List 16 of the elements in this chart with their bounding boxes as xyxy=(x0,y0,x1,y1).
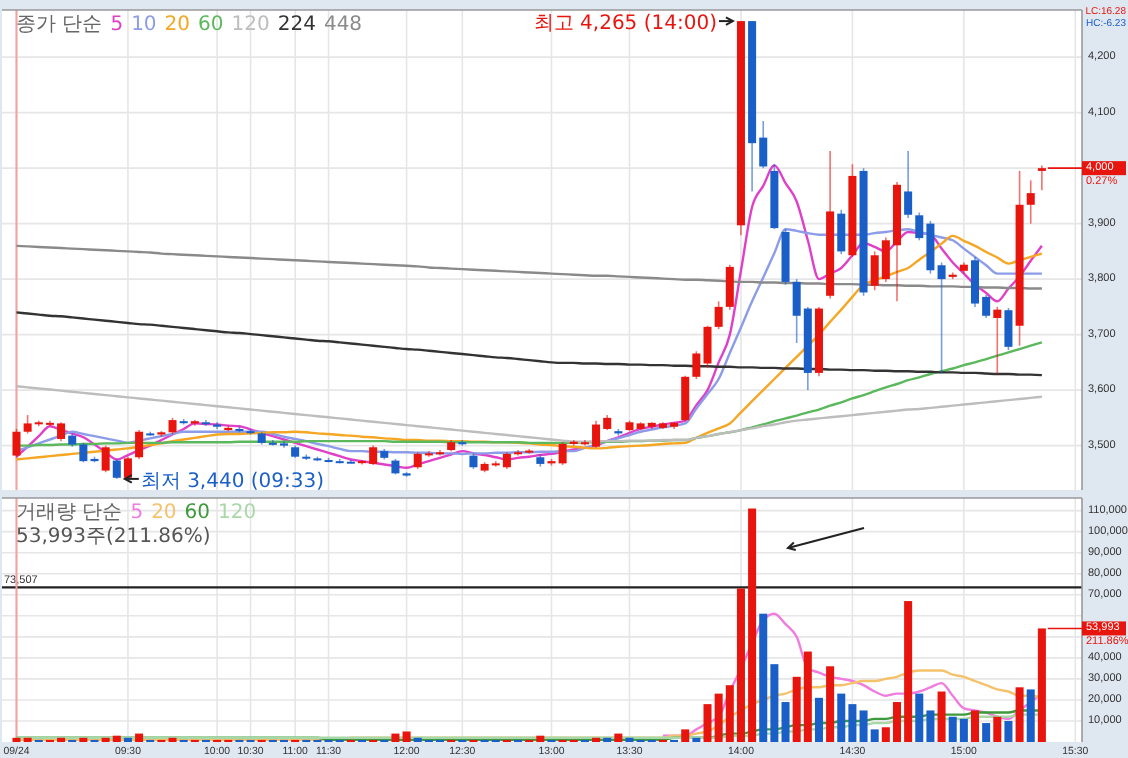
text: 5 xyxy=(130,502,144,524)
text: 60 xyxy=(184,502,211,524)
annotation: 최저 3,440 (09:33) xyxy=(140,470,325,493)
legend-title: 종가 단순 xyxy=(16,14,103,36)
text: 10 xyxy=(131,14,157,36)
annotation: 53,993주(211.86%) xyxy=(16,526,211,548)
legend-title: 거래량 단순 xyxy=(16,502,123,524)
text: 60 xyxy=(198,14,224,36)
text: 120 xyxy=(218,502,257,524)
text: 5 xyxy=(110,14,124,36)
text: 224 xyxy=(277,14,316,36)
text: 448 xyxy=(323,14,363,36)
annotation: 최고 4,265 (14:00) xyxy=(533,13,718,36)
text: 120 xyxy=(231,14,270,36)
text: 20 xyxy=(164,14,191,36)
text: 20 xyxy=(151,502,177,524)
